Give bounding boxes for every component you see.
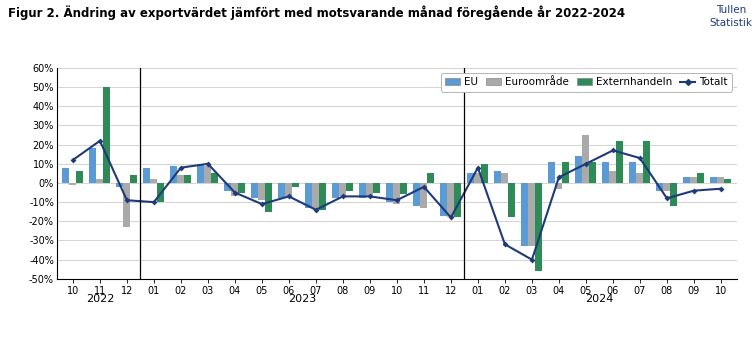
Bar	[238, 183, 246, 192]
Bar	[482, 164, 488, 183]
Bar	[522, 183, 528, 246]
Bar	[494, 171, 501, 183]
Bar	[690, 177, 697, 183]
Bar	[575, 156, 582, 183]
Bar	[150, 179, 157, 183]
Bar	[178, 175, 184, 183]
Bar	[427, 173, 435, 183]
Bar	[697, 173, 705, 183]
Bar	[104, 87, 110, 183]
Bar	[616, 141, 624, 183]
Bar	[170, 166, 178, 183]
Legend: EU, Euroområde, Externhandeln, Totalt: EU, Euroområde, Externhandeln, Totalt	[441, 73, 732, 91]
Bar	[643, 141, 650, 183]
Bar	[454, 183, 461, 218]
Bar	[663, 183, 671, 191]
Bar	[474, 173, 482, 183]
Bar	[528, 183, 535, 246]
Bar	[535, 183, 543, 271]
Text: 2022: 2022	[85, 294, 114, 304]
Text: Figur 2. Ändring av exportvärdet jämfört med motsvarande månad föregående år 202: Figur 2. Ändring av exportvärdet jämfört…	[8, 5, 624, 20]
Bar	[184, 175, 191, 183]
Text: 2023: 2023	[288, 294, 317, 304]
Bar	[96, 179, 104, 183]
Bar	[231, 183, 238, 197]
Bar	[285, 183, 293, 198]
Bar	[582, 135, 590, 183]
Bar	[76, 171, 83, 183]
Bar	[637, 173, 643, 183]
Bar	[116, 183, 123, 187]
Bar	[603, 162, 609, 183]
Bar	[70, 183, 76, 185]
Bar	[440, 183, 448, 216]
Bar	[590, 162, 596, 183]
Bar	[724, 179, 732, 183]
Bar	[305, 183, 312, 208]
Bar	[656, 183, 664, 191]
Bar	[556, 183, 562, 189]
Bar	[144, 168, 150, 183]
Bar	[609, 171, 616, 183]
Bar	[251, 183, 259, 198]
Bar	[448, 183, 454, 218]
Bar	[339, 183, 346, 197]
Text: 2024: 2024	[585, 294, 614, 304]
Bar	[373, 183, 380, 192]
Bar	[123, 183, 130, 227]
Bar	[386, 183, 393, 202]
Bar	[212, 173, 218, 183]
Bar	[265, 183, 272, 212]
Bar	[157, 183, 164, 202]
Text: Tullen
Statistik: Tullen Statistik	[709, 5, 752, 28]
Bar	[89, 149, 96, 183]
Bar	[278, 183, 285, 198]
Bar	[204, 166, 212, 183]
Bar	[683, 177, 690, 183]
Bar	[312, 183, 319, 208]
Bar	[293, 183, 299, 187]
Bar	[197, 164, 204, 183]
Bar	[548, 162, 556, 183]
Bar	[367, 183, 373, 197]
Bar	[333, 183, 339, 198]
Bar	[562, 162, 569, 183]
Bar	[508, 183, 516, 218]
Bar	[225, 183, 231, 191]
Bar	[711, 177, 717, 183]
Bar	[259, 183, 265, 200]
Bar	[717, 177, 724, 183]
Bar	[319, 183, 327, 210]
Bar	[629, 162, 637, 183]
Bar	[467, 173, 474, 183]
Bar	[501, 173, 508, 183]
Bar	[401, 183, 407, 194]
Bar	[393, 183, 401, 204]
Bar	[130, 175, 138, 183]
Bar	[346, 183, 353, 191]
Bar	[62, 168, 70, 183]
Bar	[420, 183, 427, 208]
Bar	[671, 183, 677, 206]
Bar	[414, 183, 420, 206]
Bar	[359, 183, 367, 198]
